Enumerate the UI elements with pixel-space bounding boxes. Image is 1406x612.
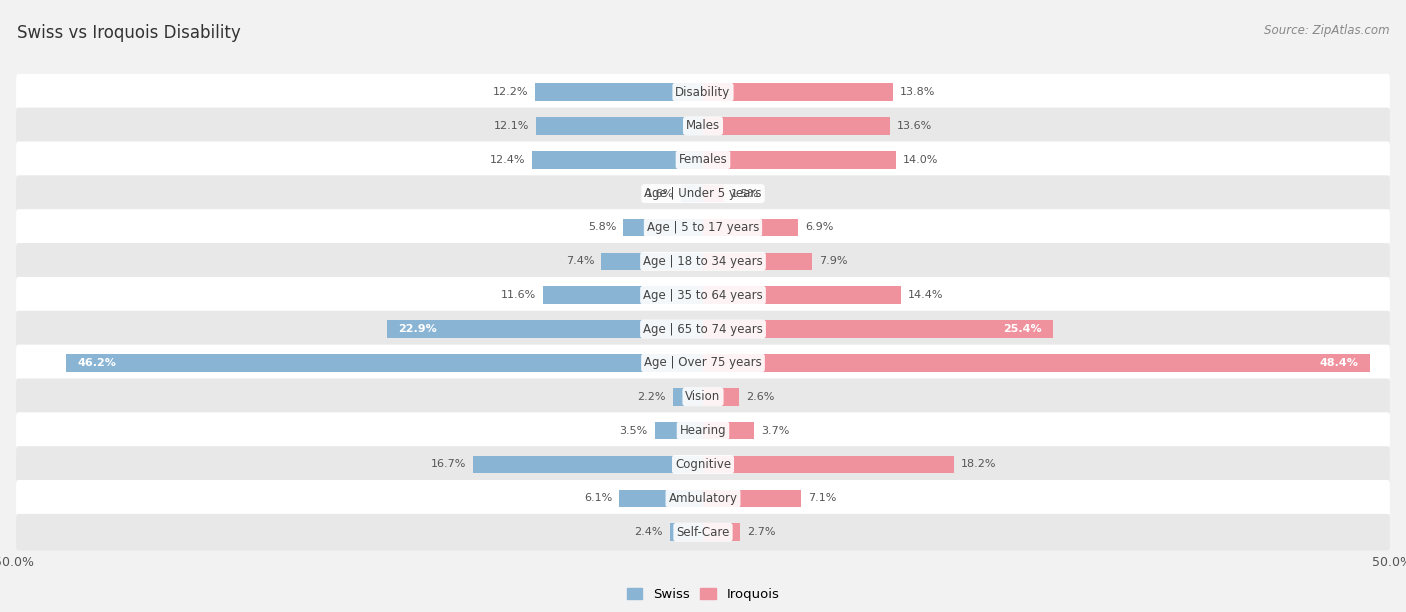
Text: 7.9%: 7.9%: [818, 256, 848, 266]
Bar: [672, 388, 703, 406]
Bar: [703, 286, 901, 304]
FancyBboxPatch shape: [15, 514, 1391, 550]
Text: Ambulatory: Ambulatory: [668, 492, 738, 505]
Text: 12.4%: 12.4%: [489, 155, 526, 165]
FancyBboxPatch shape: [15, 176, 1391, 212]
Text: 18.2%: 18.2%: [960, 460, 997, 469]
Legend: Swiss, Iroquois: Swiss, Iroquois: [621, 583, 785, 606]
Text: 2.4%: 2.4%: [634, 527, 664, 537]
FancyBboxPatch shape: [15, 243, 1391, 280]
Text: 22.9%: 22.9%: [398, 324, 437, 334]
Bar: [703, 320, 1053, 338]
Bar: [703, 151, 896, 168]
Bar: [543, 286, 703, 304]
Bar: [703, 456, 953, 473]
FancyBboxPatch shape: [15, 209, 1391, 246]
FancyBboxPatch shape: [15, 378, 1391, 415]
Text: 3.5%: 3.5%: [620, 425, 648, 436]
Text: 7.1%: 7.1%: [807, 493, 837, 503]
Text: Age | 65 to 74 years: Age | 65 to 74 years: [643, 323, 763, 335]
Text: Self-Care: Self-Care: [676, 526, 730, 539]
Text: 2.2%: 2.2%: [637, 392, 666, 401]
FancyBboxPatch shape: [15, 345, 1391, 381]
FancyBboxPatch shape: [15, 141, 1391, 178]
Text: 48.4%: 48.4%: [1320, 358, 1358, 368]
Text: Swiss vs Iroquois Disability: Swiss vs Iroquois Disability: [17, 24, 240, 42]
Text: 46.2%: 46.2%: [77, 358, 117, 368]
Text: 6.1%: 6.1%: [583, 493, 612, 503]
Text: 3.7%: 3.7%: [761, 425, 789, 436]
Text: Age | 18 to 34 years: Age | 18 to 34 years: [643, 255, 763, 268]
Bar: [703, 388, 738, 406]
Bar: [623, 218, 703, 236]
Bar: [536, 117, 703, 135]
Text: Vision: Vision: [685, 390, 721, 403]
Text: 25.4%: 25.4%: [1004, 324, 1042, 334]
Bar: [669, 523, 703, 541]
Text: 2.7%: 2.7%: [747, 527, 776, 537]
Bar: [703, 218, 799, 236]
Bar: [534, 83, 703, 101]
Bar: [703, 83, 893, 101]
Bar: [66, 354, 703, 371]
Text: 13.6%: 13.6%: [897, 121, 932, 131]
Bar: [703, 117, 890, 135]
Text: 6.9%: 6.9%: [806, 223, 834, 233]
FancyBboxPatch shape: [15, 311, 1391, 348]
FancyBboxPatch shape: [15, 446, 1391, 483]
Bar: [703, 422, 754, 439]
Bar: [703, 253, 811, 270]
Text: Age | Over 75 years: Age | Over 75 years: [644, 356, 762, 370]
Text: 12.2%: 12.2%: [492, 87, 529, 97]
Text: 5.8%: 5.8%: [588, 223, 616, 233]
Text: 14.4%: 14.4%: [908, 290, 943, 300]
FancyBboxPatch shape: [15, 277, 1391, 313]
Text: Females: Females: [679, 153, 727, 166]
Text: 1.5%: 1.5%: [731, 188, 759, 199]
Text: Hearing: Hearing: [679, 424, 727, 437]
FancyBboxPatch shape: [15, 108, 1391, 144]
Text: Cognitive: Cognitive: [675, 458, 731, 471]
FancyBboxPatch shape: [15, 74, 1391, 110]
Text: 11.6%: 11.6%: [501, 290, 536, 300]
Bar: [703, 490, 801, 507]
Bar: [703, 185, 724, 203]
Text: Source: ZipAtlas.com: Source: ZipAtlas.com: [1264, 24, 1389, 37]
Text: Age | 5 to 17 years: Age | 5 to 17 years: [647, 221, 759, 234]
Bar: [703, 354, 1369, 371]
Text: Males: Males: [686, 119, 720, 132]
Bar: [619, 490, 703, 507]
Bar: [531, 151, 703, 168]
Text: 1.6%: 1.6%: [645, 188, 673, 199]
FancyBboxPatch shape: [15, 480, 1391, 517]
Bar: [472, 456, 703, 473]
Text: 12.1%: 12.1%: [494, 121, 530, 131]
Bar: [388, 320, 703, 338]
Text: 16.7%: 16.7%: [430, 460, 465, 469]
Text: 2.6%: 2.6%: [745, 392, 775, 401]
Text: 14.0%: 14.0%: [903, 155, 938, 165]
Bar: [703, 523, 740, 541]
Text: 7.4%: 7.4%: [565, 256, 595, 266]
Text: Disability: Disability: [675, 86, 731, 99]
Bar: [655, 422, 703, 439]
Text: 13.8%: 13.8%: [900, 87, 935, 97]
Bar: [600, 253, 703, 270]
Bar: [681, 185, 703, 203]
FancyBboxPatch shape: [15, 412, 1391, 449]
Text: Age | 35 to 64 years: Age | 35 to 64 years: [643, 289, 763, 302]
Text: Age | Under 5 years: Age | Under 5 years: [644, 187, 762, 200]
